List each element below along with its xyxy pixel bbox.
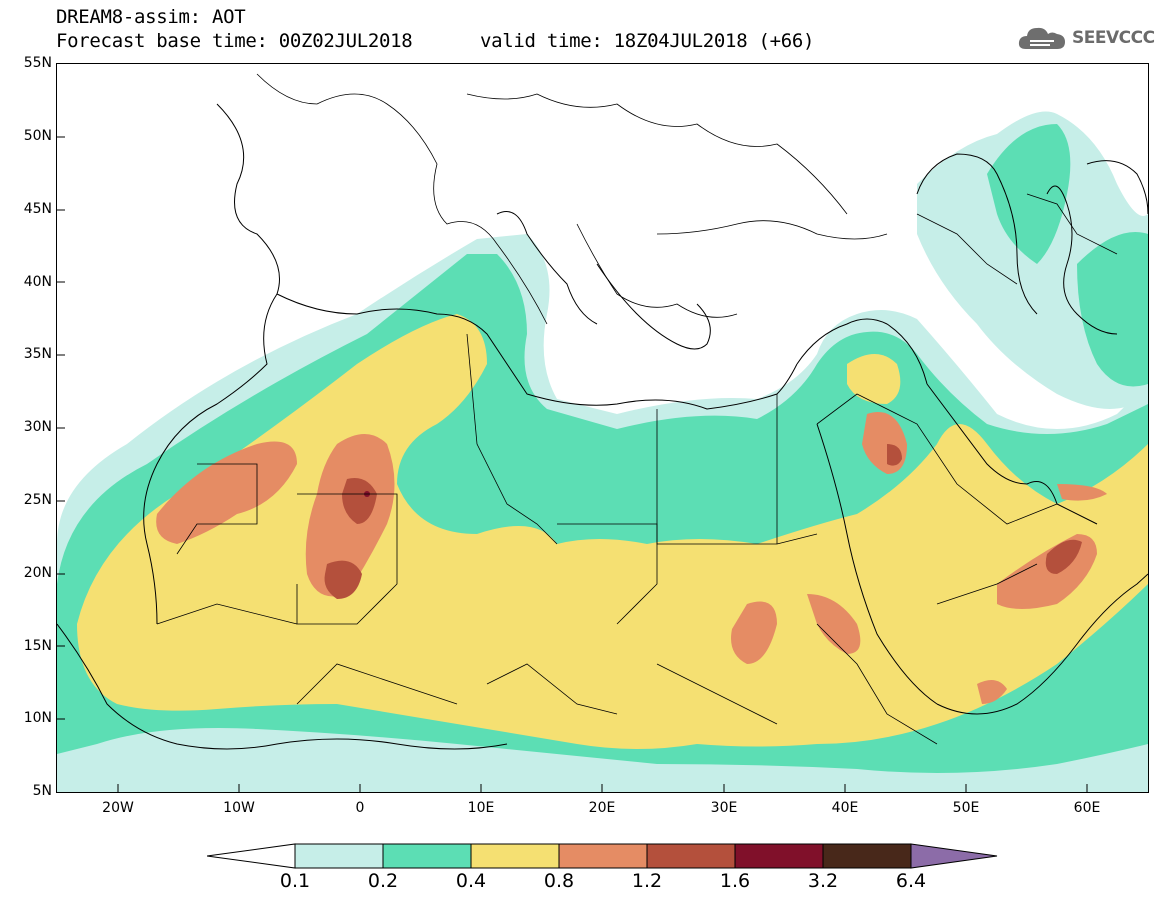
cloud-icon [1018,27,1065,49]
aot-contours-1-2 [324,444,1082,599]
colorbar-bin-5 [734,843,824,869]
lat-label-40n: 40N [23,274,52,290]
map-area [56,63,1149,793]
lat-label-55n: 55N [23,55,52,71]
valid-time: valid time: 18Z04JUL2018 (+66) [480,30,815,52]
colorbar-label-0-2: 0.2 [367,870,399,892]
colorbar-label-0-4: 0.4 [455,870,487,892]
forecast-base-time: Forecast base time: 00Z02JUL2018 [56,30,413,52]
lat-label-15n: 15N [23,638,52,654]
lat-label-35n: 35N [23,346,52,362]
colorbar-label-6-4: 6.4 [895,870,927,892]
colorbar-bin-2 [470,843,560,869]
colorbar-label-0-8: 0.8 [543,870,575,892]
lat-label-25n: 25N [23,492,52,508]
colorbar-label-1-6: 1.6 [719,870,751,892]
lon-label-60e: 60E [1073,800,1101,816]
seevccc-logo: SEEVCCC [1016,18,1155,58]
lon-label-30e: 30E [710,800,738,816]
lon-label-50e: 50E [952,800,980,816]
colorbar-under-triangle [207,843,296,869]
colorbar-bin-6 [822,843,912,869]
lon-label-20w: 20W [102,800,134,816]
lat-label-50n: 50N [23,128,52,144]
aot-colorbar [207,843,998,869]
colorbar-bin-3 [558,843,648,869]
lat-label-30n: 30N [23,419,52,435]
graticule-ticks [57,136,1088,792]
lon-label-40e: 40E [831,800,859,816]
coastlines [57,103,1148,750]
lon-label-20e: 20E [588,800,616,816]
colorbar-label-0-1: 0.1 [279,870,311,892]
colorbar-label-1-2: 1.2 [631,870,663,892]
lat-label-20n: 20N [23,565,52,581]
colorbar-over-triangle [910,843,998,869]
colorbar-bin-4 [646,843,736,869]
lat-label-45n: 45N [23,201,52,217]
aot-field-map [57,73,1148,792]
lon-label-10w: 10W [223,800,255,816]
colorbar-bin-0 [294,843,384,869]
logo-text: SEEVCCC [1072,28,1155,48]
country-borders [156,73,1118,745]
lat-label-5n: 5N [32,783,52,799]
map-title: DREAM8-assim: AOT [56,6,246,28]
lat-label-10n: 10N [23,710,52,726]
colorbar-bin-1 [382,843,472,869]
lon-label-10e: 10E [467,800,495,816]
lon-label-0: 0 [355,800,365,816]
colorbar-label-3-2: 3.2 [807,870,839,892]
